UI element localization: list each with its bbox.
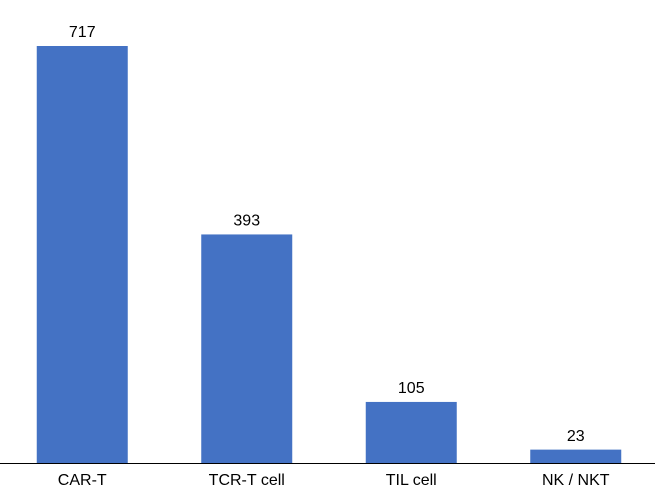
data-label: 717 [69,24,96,41]
bar [365,401,457,463]
x-tick-label: NK / NKT [542,472,610,489]
bar [530,449,622,463]
bar [36,46,128,463]
x-tick-label: TIL cell [386,472,437,489]
data-label: 23 [567,428,585,445]
x-tick-label: CAR-T [58,472,107,489]
x-tick-label: TCR-T cell [209,472,285,489]
bar [201,234,293,463]
data-label: 105 [398,380,425,397]
data-label: 393 [233,213,260,230]
